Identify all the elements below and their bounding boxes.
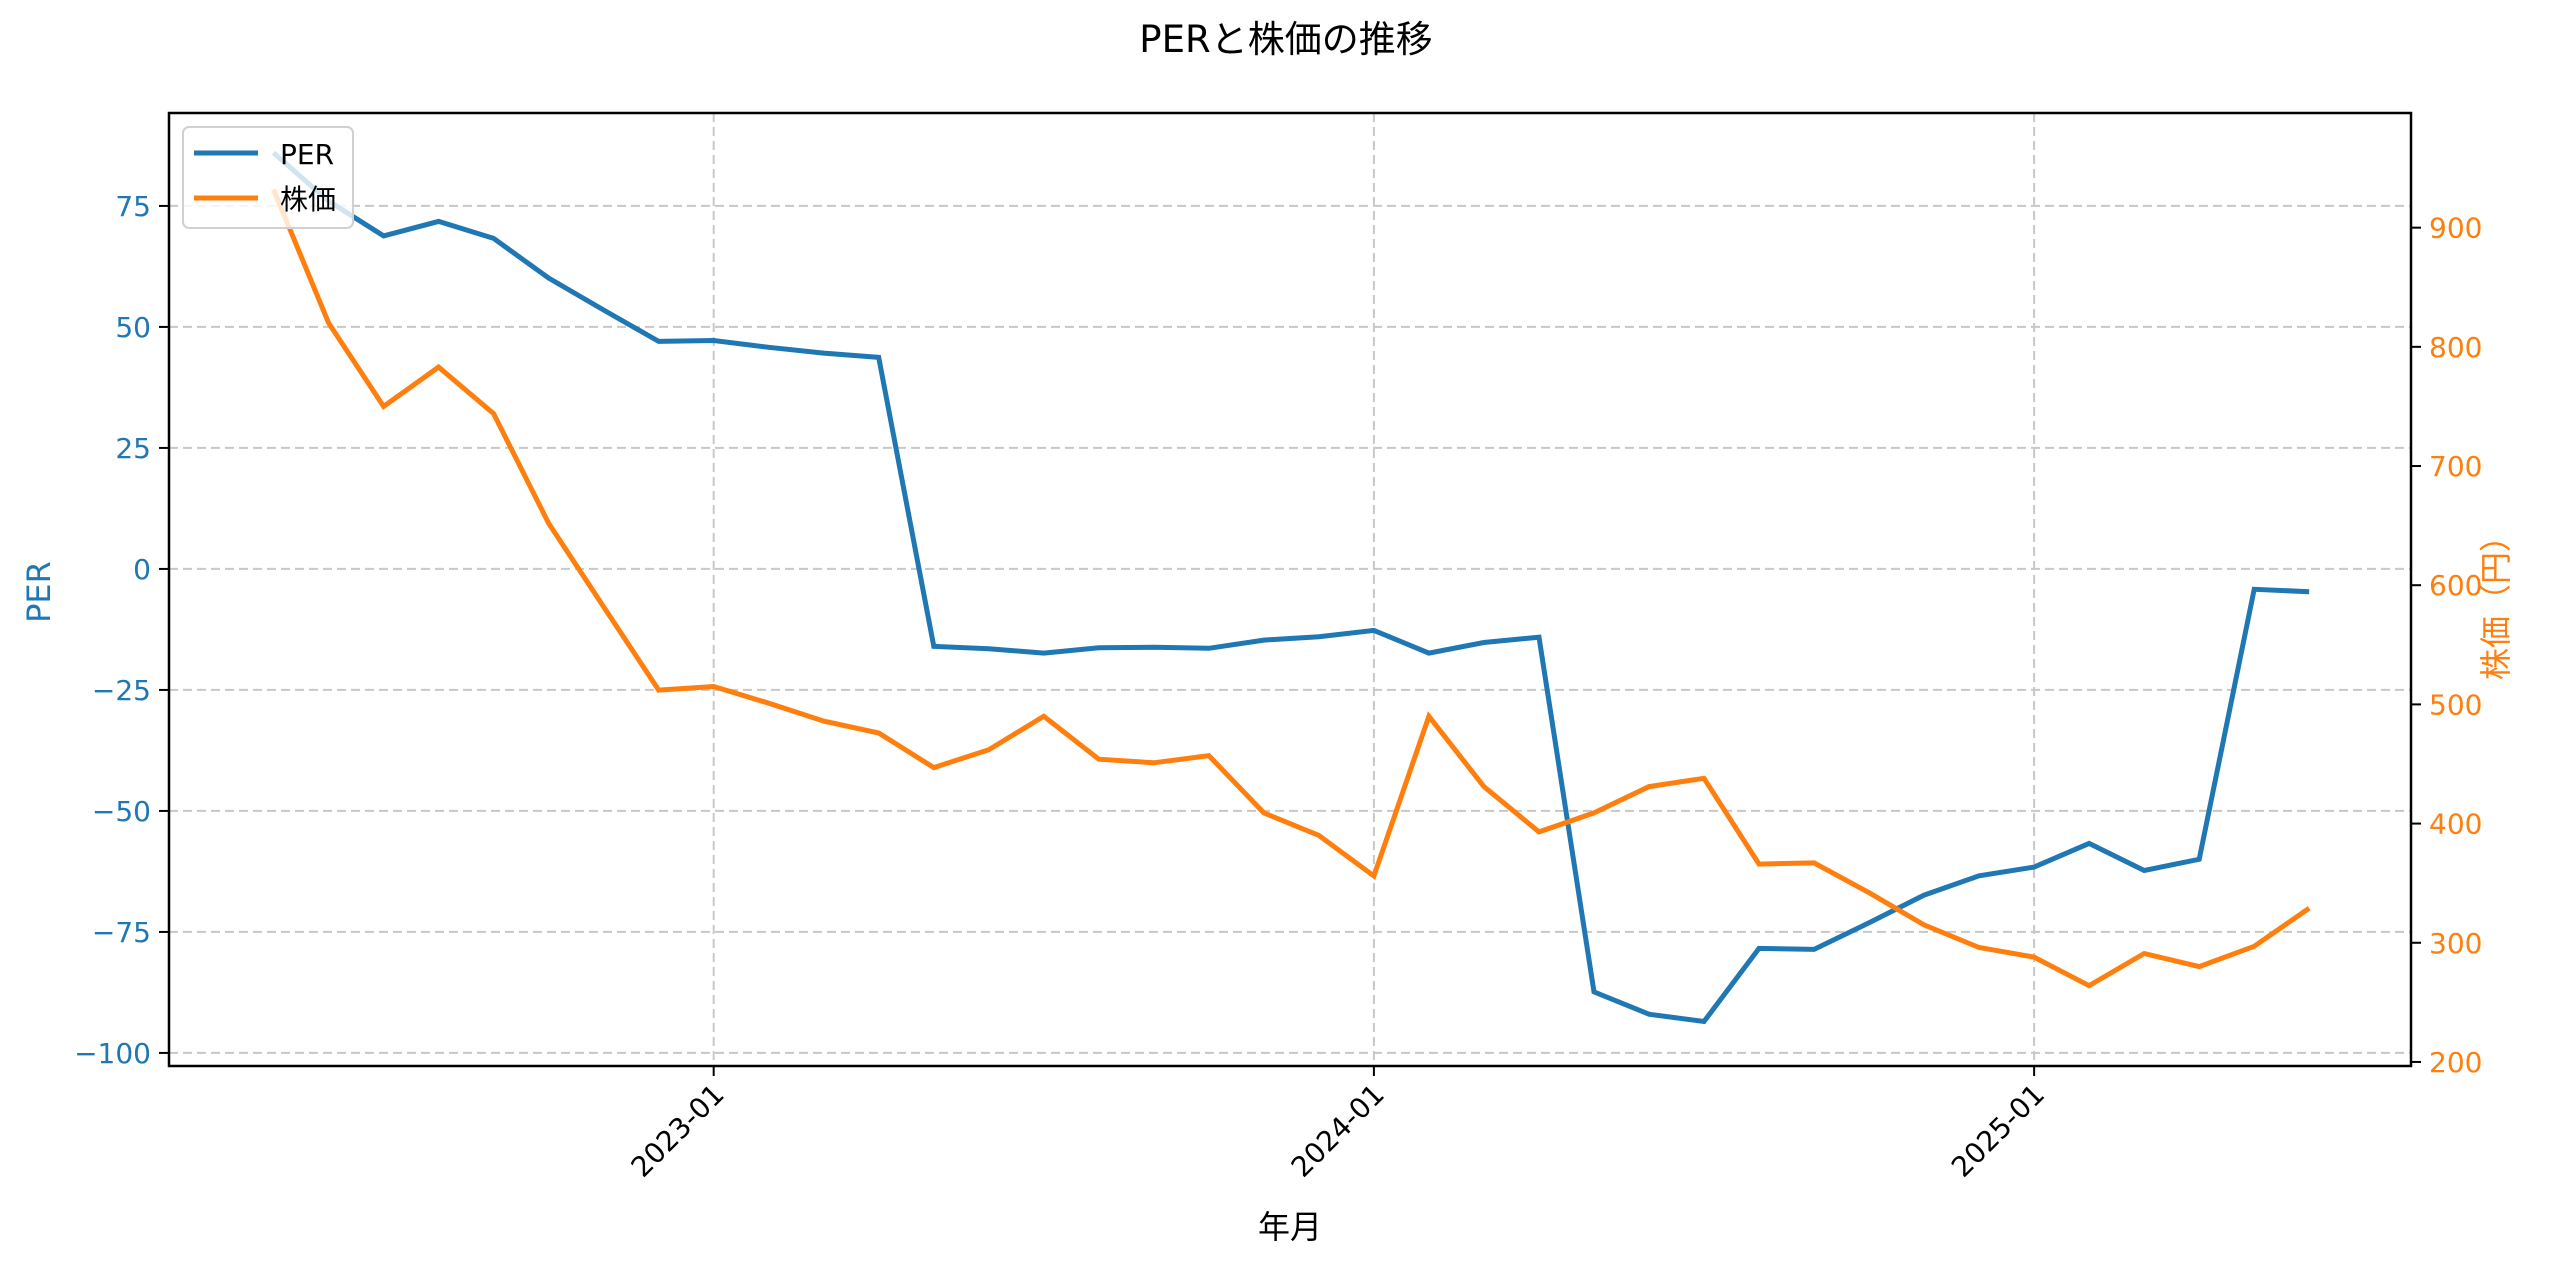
left-y-axis: 75 50 25 0 −25 −50 −75 −100 (74, 190, 169, 1070)
x-axis: 2023-01 2024-01 2025-01 (625, 1066, 2051, 1184)
y-tick-label-right: 800 (2429, 331, 2482, 364)
y-tick-label-left: 50 (115, 311, 151, 344)
x-tick-label: 2024-01 (1285, 1078, 1391, 1184)
y-tick-label-left: −100 (74, 1037, 151, 1070)
y-tick-label-left: −75 (92, 916, 151, 949)
y-tick-label-right: 500 (2429, 688, 2482, 721)
gridlines (169, 113, 2411, 1066)
legend-label-price: 株価 (280, 183, 336, 216)
legend-label-per: PER (280, 138, 334, 171)
y-axis-label-left: PER (20, 561, 58, 623)
y-tick-label-right: 300 (2429, 927, 2482, 960)
series-line-price (271, 188, 2311, 989)
y-tick-label-left: −25 (92, 674, 151, 707)
y-axis-label-right: 株価（円） (2477, 520, 2515, 680)
y-tick-label-left: 75 (115, 190, 151, 223)
legend: PER 株価 (182, 126, 354, 229)
x-tick-label: 2025-01 (1945, 1078, 2051, 1184)
chart-title: PERと株価の推移 (1139, 18, 1432, 61)
y-tick-label-right: 600 (2429, 569, 2482, 602)
y-tick-label-right: 200 (2429, 1046, 2482, 1079)
x-axis-label: 年月 (1258, 1208, 1322, 1246)
y-tick-label-right: 400 (2429, 808, 2482, 841)
y-tick-label-left: 25 (115, 432, 151, 465)
series-line-per (271, 150, 2310, 1025)
plot-series (271, 150, 2311, 1025)
plot-frame (167, 111, 2413, 1068)
x-tick-label: 2023-01 (625, 1078, 731, 1184)
right-y-axis: 900 800 700 600 500 400 300 200 (2411, 212, 2482, 1079)
y-tick-label-right: 900 (2429, 212, 2482, 245)
y-tick-label-left: 0 (133, 553, 151, 586)
y-tick-label-right: 700 (2429, 450, 2482, 483)
y-tick-label-left: −50 (92, 795, 151, 828)
